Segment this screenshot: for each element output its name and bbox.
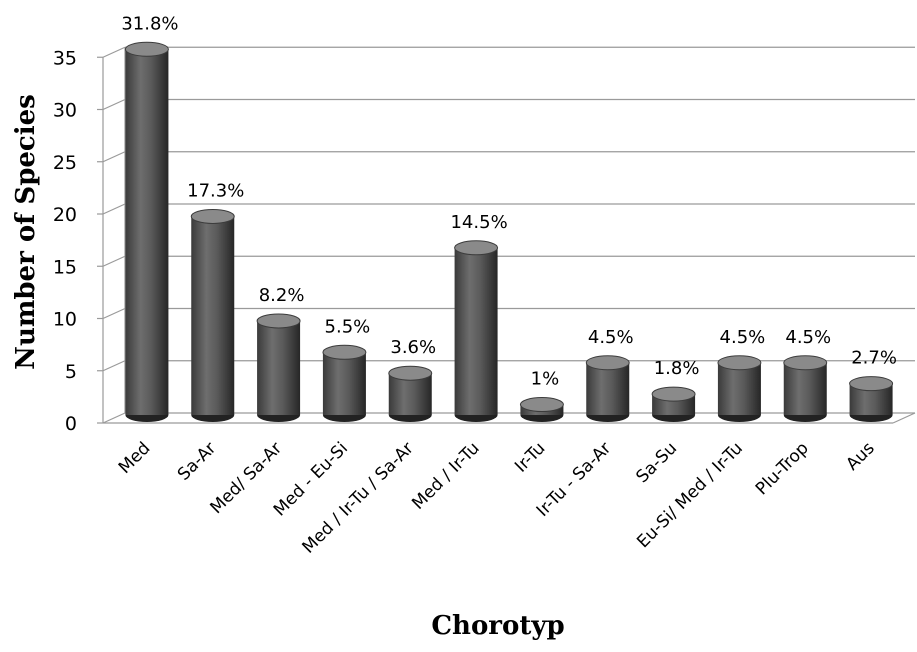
y-tick-label: 25 bbox=[53, 152, 77, 174]
data-label: 4.5% bbox=[785, 327, 831, 348]
gridline-side bbox=[102, 203, 126, 215]
gridline-side bbox=[102, 307, 126, 320]
data-label: 5.5% bbox=[325, 316, 371, 337]
bar-top bbox=[190, 208, 235, 224]
floor-right bbox=[892, 412, 916, 424]
bar-body bbox=[125, 49, 169, 415]
bar bbox=[190, 208, 235, 422]
data-label: 31.8% bbox=[121, 13, 178, 34]
y-tick-label: 30 bbox=[53, 100, 77, 122]
gridline-side bbox=[102, 412, 126, 424]
bar-top bbox=[717, 355, 762, 371]
gridline-side bbox=[102, 98, 126, 111]
bar bbox=[519, 397, 564, 422]
x-axis-title: Chorotyp bbox=[431, 611, 564, 641]
category-label: Ir-Tu bbox=[511, 438, 549, 476]
bar-top bbox=[849, 376, 894, 392]
data-label: 17.3% bbox=[187, 180, 244, 201]
bar-top bbox=[388, 365, 433, 381]
y-tick-label: 5 bbox=[65, 361, 77, 383]
gridline-side bbox=[102, 46, 126, 58]
y-tick-label: 10 bbox=[53, 309, 77, 331]
data-label: 4.5% bbox=[720, 327, 766, 348]
bar bbox=[322, 344, 367, 422]
category-label: Med / Ir-Tu / Sa-Ar bbox=[299, 438, 418, 557]
data-label: 14.5% bbox=[450, 212, 507, 233]
bar bbox=[849, 376, 894, 422]
bar-body bbox=[586, 362, 630, 415]
y-tick-label: 15 bbox=[53, 256, 77, 278]
bar bbox=[124, 41, 169, 422]
gridline-side bbox=[102, 255, 126, 267]
bar bbox=[256, 313, 301, 422]
bar-top bbox=[585, 355, 630, 371]
category-label: Sa-Ar bbox=[174, 438, 220, 484]
bar-body bbox=[454, 247, 498, 415]
data-label: 3.6% bbox=[390, 337, 436, 358]
category-label: Aus bbox=[842, 438, 878, 474]
gridline-side bbox=[102, 151, 126, 163]
bar-top bbox=[651, 386, 696, 402]
bar-top bbox=[519, 397, 564, 413]
category-label: Plu-Trop bbox=[752, 438, 813, 499]
gridline-side bbox=[102, 360, 126, 372]
bar bbox=[388, 365, 433, 422]
bar bbox=[783, 355, 828, 422]
category-label: Med bbox=[115, 438, 155, 478]
category-label: Sa-Su bbox=[632, 438, 681, 487]
gridlines bbox=[97, 46, 916, 424]
bar-top bbox=[124, 41, 169, 57]
data-label: 1.8% bbox=[654, 358, 700, 379]
bar-body bbox=[322, 352, 366, 415]
bar-body bbox=[717, 362, 761, 415]
category-label: Med / Ir-Tu bbox=[408, 438, 483, 513]
bars bbox=[124, 41, 894, 422]
y-tick-label: 35 bbox=[53, 47, 77, 69]
data-label: 8.2% bbox=[259, 285, 305, 306]
y-tick-label: 0 bbox=[65, 413, 77, 435]
y-tick-label: 20 bbox=[53, 204, 77, 226]
bar-body bbox=[783, 362, 827, 415]
data-label: 1% bbox=[531, 369, 560, 390]
bar-top bbox=[454, 240, 499, 256]
bar bbox=[585, 355, 630, 422]
data-label: 4.5% bbox=[588, 327, 634, 348]
data-label: 2.7% bbox=[851, 348, 897, 369]
bar-top bbox=[322, 344, 367, 360]
y-axis-title: Number of Species bbox=[11, 94, 41, 370]
bar bbox=[717, 355, 762, 422]
bar-body bbox=[257, 320, 301, 415]
bar-top bbox=[256, 313, 301, 329]
bar-body bbox=[191, 216, 235, 415]
bar-top bbox=[783, 355, 828, 371]
bar bbox=[651, 386, 696, 422]
bar bbox=[454, 240, 499, 422]
